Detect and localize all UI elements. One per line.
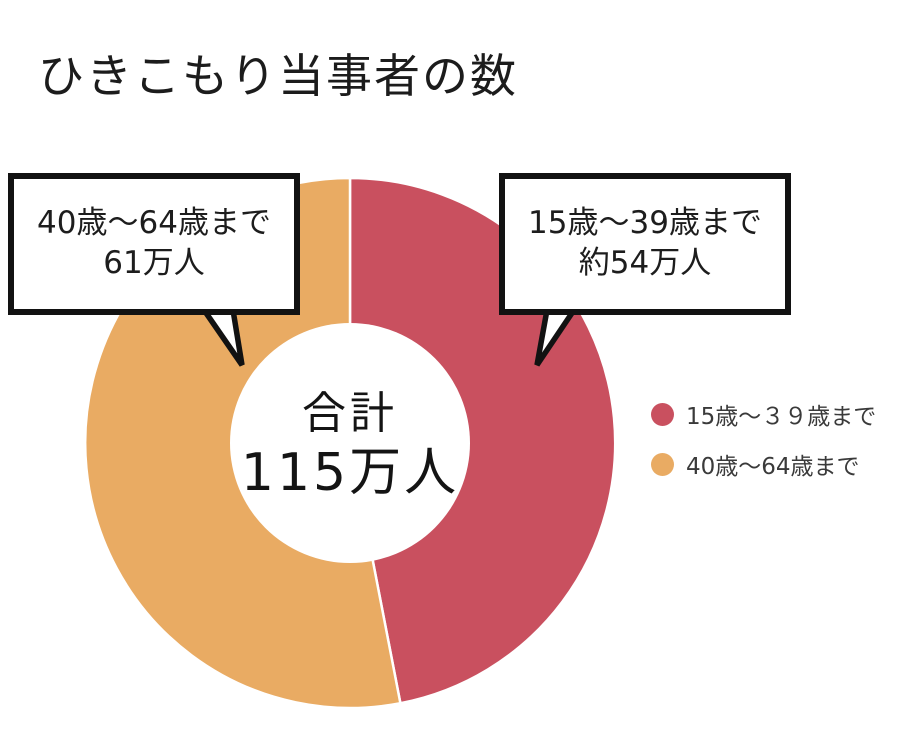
legend-dot-orange-icon [651, 452, 674, 476]
donut-hole [230, 323, 470, 563]
callout-40-64-range: 40歳〜64歳まで [37, 205, 271, 242]
callout-40-64: 40歳〜64歳まで 61万人 [8, 173, 300, 315]
callout-40-64-value: 61万人 [103, 245, 205, 281]
callout-15-39-value: 約54万人 [578, 245, 712, 281]
legend-item-15-39: 15歳〜３９歳まで [651, 399, 877, 430]
donut-center-label: 合計 115万人 [230, 388, 470, 504]
legend-dot-red-icon [651, 402, 674, 426]
legend-label-15-39: 15歳〜３９歳まで [686, 404, 877, 430]
legend-item-40-64: 40歳〜64歳まで [651, 449, 876, 480]
callout-15-39: 15歳〜39歳まで 約54万人 [499, 173, 791, 315]
total-value: 115万人 [240, 443, 460, 504]
legend-label-40-64: 40歳〜64歳まで [686, 454, 860, 480]
total-caption: 合計 [302, 388, 398, 439]
legend: 15歳〜３９歳まで 40歳〜64歳まで [651, 399, 877, 480]
chart-title: ひきこもり当事者の数 [38, 49, 518, 103]
callout-15-39-range: 15歳〜39歳まで [528, 205, 762, 242]
